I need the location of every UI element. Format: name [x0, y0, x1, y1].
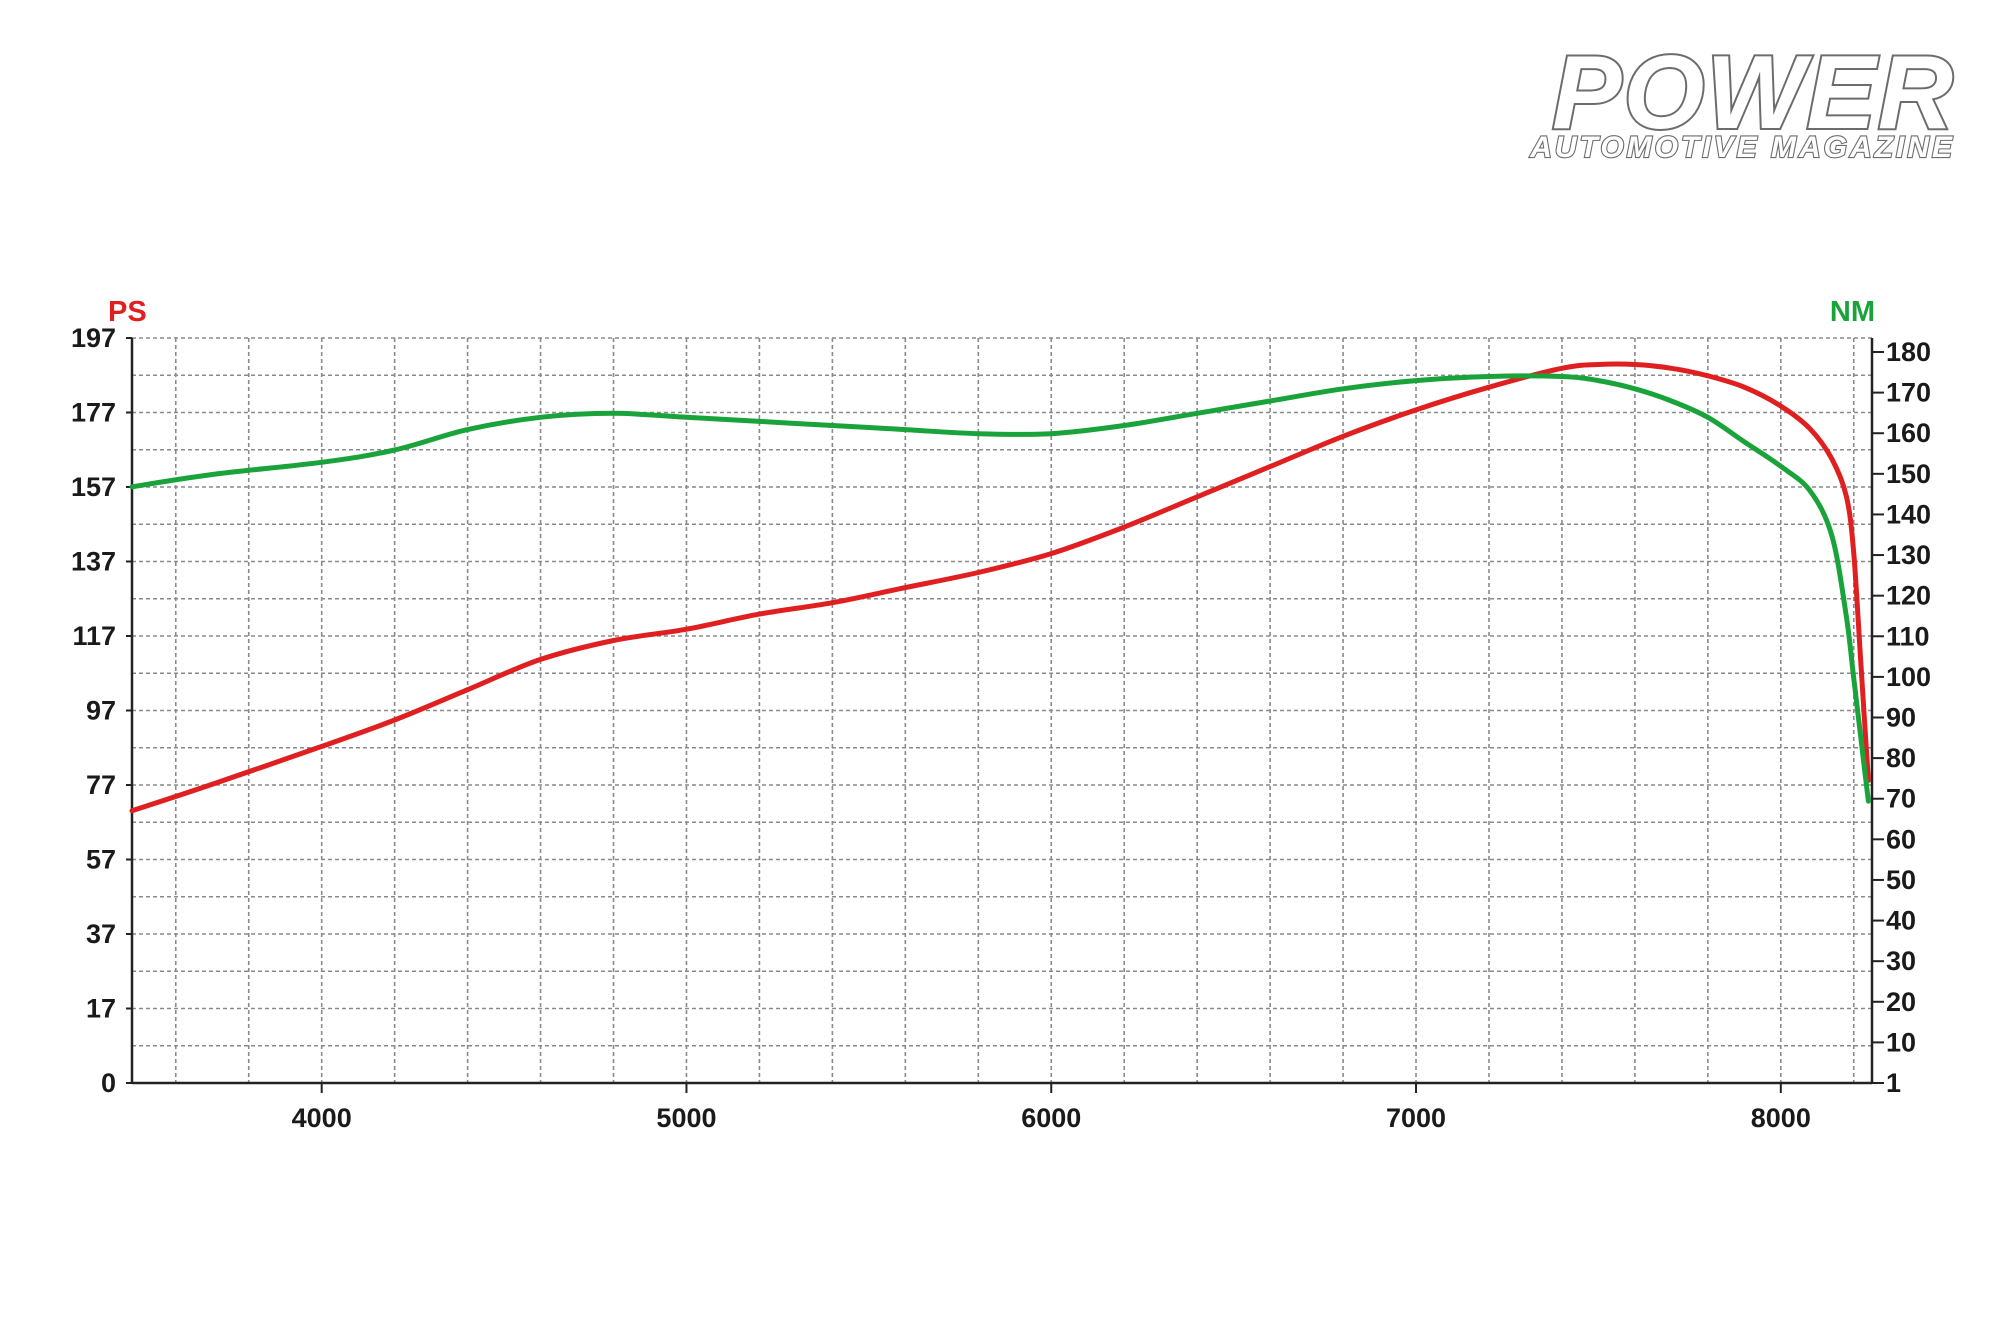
- x-tick-label: 4000: [292, 1103, 352, 1133]
- right-tick-label: 180: [1886, 337, 1931, 367]
- x-tick-label: 7000: [1386, 1103, 1446, 1133]
- left-tick-label: 177: [71, 398, 116, 428]
- left-tick-label: 57: [86, 845, 116, 875]
- left-tick-label: 0: [101, 1068, 116, 1098]
- right-tick-label: 170: [1886, 378, 1931, 408]
- logo-sub-text: AUTOMOTIVE MAGAZINE: [1529, 131, 1955, 164]
- right-tick-label: 60: [1886, 824, 1916, 854]
- logo-main-text: POWER: [1552, 35, 1955, 151]
- ps-power-line: [129, 361, 1871, 814]
- right-tick-label: 50: [1886, 865, 1916, 895]
- right-tick-label: 110: [1886, 621, 1930, 651]
- left-tick-label: 157: [71, 472, 116, 502]
- chart-grid: [132, 337, 1872, 1084]
- right-axis-title: NM: [1830, 296, 1875, 328]
- right-tick-label: 100: [1886, 662, 1931, 692]
- left-tick-label: 117: [72, 621, 116, 651]
- left-tick-label: 37: [86, 919, 116, 949]
- right-tick-label: 1: [1886, 1068, 1901, 1098]
- x-tick-label: 5000: [656, 1103, 716, 1133]
- right-tick-label: 20: [1886, 987, 1916, 1017]
- right-tick-label: 120: [1886, 581, 1931, 611]
- right-tick-label: 150: [1886, 459, 1931, 489]
- chart-series: [129, 361, 1871, 814]
- right-tick-label: 30: [1886, 946, 1916, 976]
- right-tick-label: 90: [1886, 703, 1916, 733]
- right-tick-label: 40: [1886, 906, 1916, 936]
- left-tick-label: 77: [86, 770, 116, 800]
- left-axis-title: PS: [108, 296, 147, 328]
- brand-logo: POWER AUTOMOTIVE MAGAZINE: [1528, 33, 1955, 165]
- x-tick-label: 8000: [1751, 1103, 1811, 1133]
- left-tick-label: 97: [86, 696, 116, 726]
- x-tick-label: 6000: [1021, 1103, 1081, 1133]
- right-tick-label: 10: [1886, 1027, 1916, 1057]
- left-tick-label: 17: [86, 994, 116, 1024]
- left-axis-ticks: 197 177 157 137 117 97 77 57 37 17 0: [71, 323, 132, 1098]
- right-tick-label: 140: [1886, 499, 1931, 529]
- right-tick-label: 80: [1886, 743, 1916, 773]
- right-tick-label: 70: [1886, 784, 1916, 814]
- left-tick-label: 137: [71, 547, 116, 577]
- right-tick-label: 130: [1886, 540, 1931, 570]
- left-tick-label: 197: [71, 323, 116, 353]
- nm-torque-line: [129, 373, 1871, 804]
- x-axis-ticks: 4000 5000 6000 7000 8000: [292, 1083, 1811, 1133]
- right-axis-ticks: 1801701601501401301201101009080706050403…: [1872, 337, 1931, 1098]
- right-tick-label: 160: [1886, 418, 1931, 448]
